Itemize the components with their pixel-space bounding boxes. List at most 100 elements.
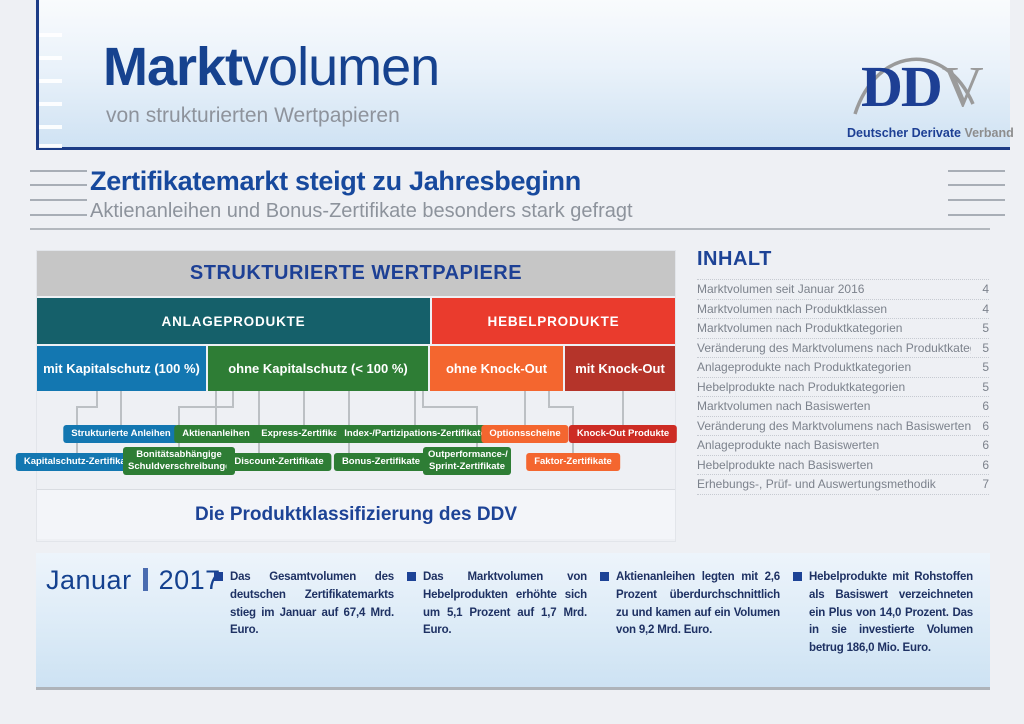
product-tree: Strukturierte Anleihen Aktienanleihen Ex…: [15, 391, 678, 489]
toc-row[interactable]: Hebelprodukte nach Basiswerten 6: [697, 456, 989, 475]
summary-bullet-text: Hebelprodukte mit Rohstoffen als Basiswe…: [809, 571, 973, 655]
logo-caption-blue: Deutscher Derivate: [847, 126, 961, 140]
decoration-line: [30, 214, 87, 216]
summary-bullet-text: Das Marktvolumen von Hebelprodukten erhö…: [423, 571, 587, 637]
logo-caption: Deutscher Derivate Verband: [847, 126, 1014, 140]
toc-item-label: Anlageprodukte nach Basiswerten: [697, 438, 880, 453]
decoration-line: [30, 170, 87, 172]
toc-row[interactable]: Veränderung des Marktvolumens nach Produ…: [697, 339, 989, 358]
divider-rule: [30, 228, 990, 230]
summary-bullet: Das Marktvolumen von Hebelprodukten erhö…: [407, 569, 587, 640]
header-stripe: [39, 144, 62, 148]
headline: Zertifikatemarkt steigt zu Jahresbeginn: [90, 166, 581, 196]
toc-item-page: 5: [982, 379, 989, 394]
bullet-square-icon: [407, 572, 416, 581]
toc-item-label: Marktvolumen nach Produktklassen: [697, 301, 888, 316]
header-stripe: [39, 33, 62, 37]
toc-item-label: Anlageprodukte nach Produktkategorien: [697, 360, 912, 375]
product-outperformance-sprint-zertifikate: Outperformance-/ Sprint-Zertifikate: [423, 447, 511, 475]
table-of-contents: INHALT Marktvolumen seit Januar 2016 4 Ma…: [697, 248, 989, 495]
decoration-line: [948, 170, 1005, 172]
header-stripe: [39, 125, 62, 129]
decoration-line: [30, 199, 87, 201]
footer-band: Januar 2017 Das Gesamtvolumen des deutsch…: [36, 553, 990, 690]
product-classification-figure: STRUKTURIERTE WERTPAPIERE ANLAGEPRODUKTE…: [15, 250, 678, 542]
bullet-square-icon: [600, 572, 609, 581]
decoration-line: [948, 199, 1005, 201]
product-express-zertifikate: Express-Zertifikate: [253, 425, 355, 443]
toc-item-page: 6: [982, 399, 989, 414]
toc-row[interactable]: Anlageprodukte nach Produktkategorien 5: [697, 358, 989, 378]
toc-row[interactable]: Marktvolumen seit Januar 2016 4: [697, 280, 989, 300]
issue-year: 2017: [158, 565, 221, 595]
summary-bullet-text: Aktienanleihen legten mit 2,6 Prozent üb…: [616, 571, 780, 637]
logo-v: V: [941, 54, 984, 119]
toc-item-label: Veränderung des Marktvolumens nach Basis…: [697, 418, 971, 433]
decoration-line: [948, 214, 1005, 216]
header-stripe: [39, 56, 62, 60]
header-panel: Marktvolumen von strukturierten Wertpapi…: [36, 0, 1014, 150]
page-title-regular: volumen: [242, 37, 440, 97]
product-strukturierte-anleihen: Strukturierte Anleihen: [63, 425, 179, 443]
toc-item-label: Hebelprodukte nach Basiswerten: [697, 457, 874, 472]
product-category-row: mit Kapitalschutz (100 %) ohne Kapitalsc…: [37, 346, 675, 391]
product-kapitalschutz-zertifikate: Kapitalschutz-Zertifikate: [15, 453, 143, 471]
toc-item-page: 5: [982, 321, 989, 336]
toc-row[interactable]: Marktvolumen nach Basiswerten 6: [697, 397, 989, 417]
bullet-square-icon: [793, 572, 802, 581]
figure-caption: Die Produktklassifizierung des DDV: [37, 489, 675, 539]
toc-row[interactable]: Marktvolumen nach Produktklassen 4: [697, 300, 989, 319]
date-separator: [142, 568, 148, 591]
issue-date: Januar 2017: [46, 565, 221, 596]
toc-row[interactable]: Hebelprodukte nach Produktkategorien 5: [697, 378, 989, 397]
toc-item-page: 6: [982, 418, 989, 433]
category-mit-kapitalschutz: mit Kapitalschutz (100 %): [37, 346, 206, 391]
ddv-logo: DDV Deutscher Derivate Verband: [847, 44, 1014, 144]
class-anlageprodukte: ANLAGEPRODUKTE: [37, 298, 430, 344]
summary-bullet: Das Gesamtvolumen des deutschen Zertifik…: [214, 569, 394, 640]
toc-item-label: Erhebungs-, Prüf- und Auswertungsmethodi…: [697, 477, 936, 492]
toc-item-label: Marktvolumen nach Basiswerten: [697, 399, 871, 414]
logo-caption-gray: Verband: [964, 126, 1014, 140]
toc-item-label: Marktvolumen seit Januar 2016: [697, 282, 865, 297]
toc-row[interactable]: Veränderung des Marktvolumens nach Basis…: [697, 417, 989, 436]
category-mit-knockout: mit Knock-Out: [565, 346, 675, 391]
product-bonus-zertifikate: Bonus-Zertifikate: [333, 453, 429, 471]
decoration-line: [948, 184, 1005, 186]
toc-row[interactable]: Erhebungs-, Prüf- und Auswertungsmethodi…: [697, 475, 989, 495]
toc-row[interactable]: Marktvolumen nach Produktkategorien 5: [697, 319, 989, 339]
category-ohne-knockout: ohne Knock-Out: [430, 346, 563, 391]
product-knockout-produkte: Knock-Out Produkte: [568, 425, 678, 443]
page-subtitle: von strukturierten Wertpapieren: [106, 104, 400, 127]
logo-arc-icon: [853, 57, 975, 115]
toc-item-page: 5: [982, 360, 989, 375]
toc-item-page: 4: [982, 301, 989, 316]
product-bonitaetsabhaengige-schuldverschreibungen: Bonitätsabhängige Schuldverschreibungen: [123, 447, 236, 475]
page-title-bold: Markt: [103, 37, 243, 97]
toc-item-page: 4: [982, 282, 989, 297]
toc-item-label: Hebelprodukte nach Produktkategorien: [697, 379, 906, 394]
summary-bullet: Hebelprodukte mit Rohstoffen als Basiswe…: [793, 569, 973, 658]
toc-item-label: Marktvolumen nach Produktkategorien: [697, 321, 903, 336]
toc-item-label: Veränderung des Marktvolumens nach Produ…: [697, 340, 971, 355]
decoration-line: [30, 184, 87, 186]
header-stripe: [39, 79, 62, 83]
logo-dd: DD: [861, 54, 943, 119]
product-class-row: ANLAGEPRODUKTE HEBELPRODUKTE: [37, 298, 675, 344]
product-faktor-zertifikate: Faktor-Zertifikate: [526, 453, 620, 471]
toc-item-page: 5: [982, 340, 989, 355]
header-stripe: [39, 102, 62, 106]
bullet-square-icon: [214, 572, 223, 581]
subheadline: Aktienanleihen und Bonus-Zertifikate bes…: [90, 200, 633, 222]
product-index-partizipations-zertifikate: Index-/Partizipations-Zertifikate: [336, 425, 494, 443]
page-title: Marktvolumen: [103, 37, 440, 97]
category-ohne-kapitalschutz: ohne Kapitalschutz (< 100 %): [208, 346, 428, 391]
summary-bullet-text: Das Gesamtvolumen des deutschen Zertifik…: [230, 571, 394, 637]
figure-root-bar: STRUKTURIERTE WERTPAPIERE: [37, 251, 675, 296]
summary-bullet: Aktienanleihen legten mit 2,6 Prozent üb…: [600, 569, 780, 640]
issue-month: Januar: [46, 565, 132, 595]
product-optionsscheine: Optionsscheine: [481, 425, 569, 443]
toc-item-page: 7: [982, 477, 989, 492]
toc-row[interactable]: Anlageprodukte nach Basiswerten 6: [697, 436, 989, 456]
toc-item-page: 6: [982, 457, 989, 472]
